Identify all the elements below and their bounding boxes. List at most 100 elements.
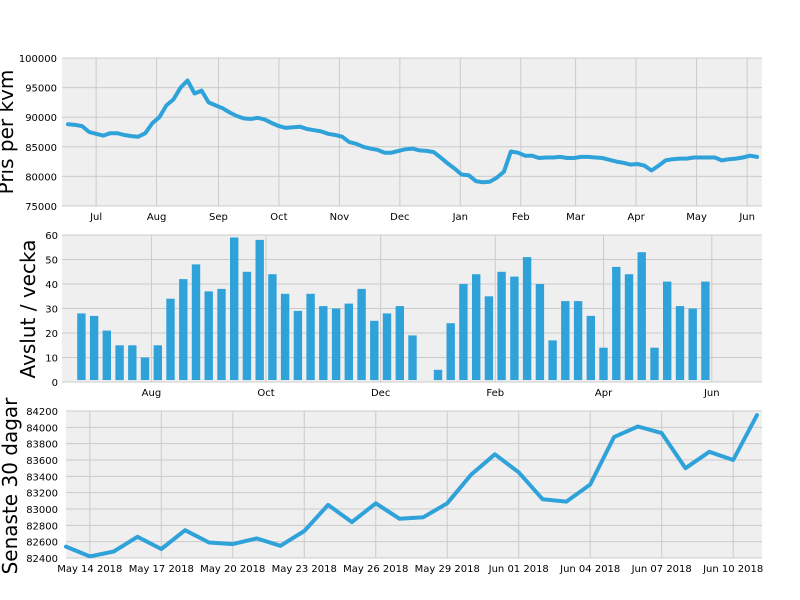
y-tick-label: 60 — [45, 231, 58, 242]
bar — [573, 301, 583, 380]
bar — [395, 306, 404, 380]
y-tick-label: 0 — [52, 378, 58, 389]
y-tick-label: 84200 — [26, 407, 58, 418]
plot-area-background — [62, 58, 762, 206]
price-per-sqm-chart: 75000 80000 85000 90000 95000 100000 Jul Aug Se… — [0, 54, 762, 223]
y-tick-label: 83000 — [26, 505, 58, 516]
bar — [612, 266, 621, 380]
bar — [675, 306, 685, 380]
x-tick-label: Jan — [452, 212, 468, 223]
x-tick-label: Apr — [595, 388, 613, 399]
y-tick-labels: 75000 80000 85000 90000 95000 100000 — [19, 54, 57, 213]
bar — [522, 257, 532, 380]
x-tick-label: May 17 2018 — [129, 564, 194, 575]
bar — [293, 310, 303, 380]
price-line — [66, 78, 759, 185]
bar — [204, 291, 213, 380]
x-tick-label: May — [686, 212, 707, 223]
bar — [166, 298, 175, 380]
y-tick-label: 40 — [45, 280, 58, 291]
y-axis-label: Senaste 30 dagar — [0, 397, 22, 575]
y-tick-label: 75000 — [25, 202, 57, 213]
bar — [357, 288, 366, 380]
x-tick-labels: May 14 2018 May 17 2018 May 20 2018 May 23 … — [57, 564, 763, 575]
bar — [128, 345, 137, 381]
y-tick-label: 83600 — [26, 456, 58, 467]
y-tick-label: 82400 — [26, 554, 58, 565]
bar — [306, 293, 315, 380]
bar — [624, 274, 634, 380]
bar — [255, 239, 264, 380]
y-tick-label: 82800 — [26, 521, 58, 532]
bar — [89, 315, 99, 380]
x-tick-label: Jun — [738, 212, 755, 223]
bar — [319, 306, 328, 380]
bar — [650, 347, 659, 380]
bar — [230, 237, 239, 380]
bar — [663, 281, 672, 380]
bar — [408, 335, 417, 380]
bar — [102, 330, 111, 380]
bar — [472, 274, 481, 380]
x-tick-label: Jun 04 2018 — [559, 564, 620, 575]
x-tick-label: Dec — [371, 388, 390, 399]
bar — [446, 323, 455, 380]
y-tick-label: 10 — [45, 354, 58, 365]
x-tick-label: Aug — [142, 388, 162, 399]
x-tick-label: Feb — [512, 212, 530, 223]
x-tick-label: Mar — [566, 212, 586, 223]
y-axis-label: Avslut / vecka — [16, 240, 40, 379]
y-tick-label: 82600 — [26, 538, 58, 549]
bar — [331, 308, 341, 380]
x-tick-label: Aug — [147, 212, 167, 223]
bar — [548, 340, 557, 380]
bar — [344, 303, 353, 380]
y-tick-label: 100000 — [19, 54, 57, 65]
last-30-days-chart: 82400 82600 82800 83000 83200 83400 83600 83800… — [0, 397, 763, 575]
y-axis-label: Pris per kvm — [0, 70, 18, 195]
x-tick-label: May 20 2018 — [200, 564, 265, 575]
bar — [688, 308, 697, 380]
y-tick-label: 84000 — [26, 423, 58, 434]
y-tick-label: 95000 — [25, 84, 57, 95]
x-tick-label: Feb — [486, 388, 504, 399]
bar — [459, 284, 468, 380]
last-30-days-line — [64, 413, 759, 559]
bar — [484, 296, 494, 381]
bar — [217, 288, 226, 380]
bar — [242, 271, 252, 381]
y-tick-label: 85000 — [25, 143, 57, 154]
bar — [140, 357, 150, 380]
bar — [637, 252, 646, 380]
bar — [115, 345, 124, 381]
x-tick-label: Oct — [257, 388, 274, 399]
bar — [497, 271, 506, 381]
x-tick-label: May 29 2018 — [415, 564, 480, 575]
y-tick-label: 80000 — [25, 172, 57, 183]
y-tick-label: 83800 — [26, 440, 58, 451]
bar — [191, 264, 201, 380]
y-tick-label: 50 — [45, 256, 58, 267]
y-tick-labels: 82400 82600 82800 83000 83200 83400 83600 83800… — [26, 407, 58, 565]
bar — [268, 274, 277, 380]
bar — [179, 279, 188, 380]
x-tick-label: May 14 2018 — [57, 564, 122, 575]
x-tick-label: Dec — [390, 212, 409, 223]
y-tick-label: 30 — [45, 305, 58, 316]
bar — [561, 301, 570, 380]
deals-per-week-chart: 0 10 20 30 40 50 60 Aug Oct Dec Feb Apr Jun Avslut … — [16, 231, 762, 399]
y-tick-label: 20 — [45, 329, 58, 340]
grid — [62, 57, 762, 207]
x-tick-labels: Jul Aug Sep Oct Nov Dec Jan Feb Mar Apr May Jun — [89, 212, 755, 223]
bar — [510, 276, 519, 380]
x-tick-label: May 23 2018 — [272, 564, 337, 575]
bar — [599, 347, 608, 380]
x-tick-label: Jul — [89, 212, 102, 223]
bar — [280, 293, 290, 380]
x-tick-label: Jun 10 2018 — [702, 564, 763, 575]
x-tick-label: May 26 2018 — [343, 564, 408, 575]
bar — [370, 320, 379, 381]
y-tick-label: 83400 — [26, 472, 58, 483]
bar — [701, 281, 710, 380]
